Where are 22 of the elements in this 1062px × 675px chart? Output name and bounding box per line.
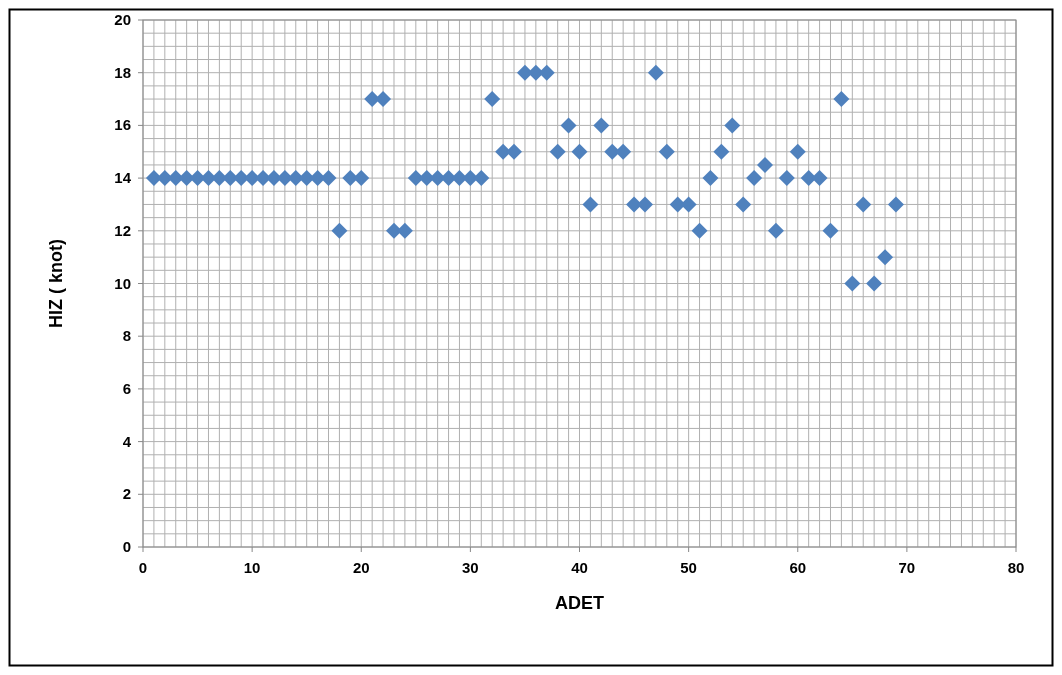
y-tick-label: 14 bbox=[114, 169, 132, 187]
y-tick-label: 6 bbox=[122, 379, 131, 397]
y-tick-label: 8 bbox=[122, 327, 131, 345]
x-tick-label: 10 bbox=[243, 559, 261, 576]
y-tick-label: 4 bbox=[122, 432, 132, 450]
x-tick-label: 50 bbox=[680, 559, 697, 576]
y-axis-title: HIZ ( knot) bbox=[46, 239, 66, 328]
x-axis-title: ADET bbox=[555, 593, 604, 613]
y-tick-label: 18 bbox=[114, 63, 131, 81]
x-tick-label: 60 bbox=[789, 559, 807, 576]
y-tick-label: 12 bbox=[114, 221, 131, 239]
x-tick-label: 40 bbox=[571, 559, 588, 576]
x-tick-label: 0 bbox=[138, 559, 148, 576]
x-tick-label: 30 bbox=[462, 559, 479, 576]
x-tick-label: 20 bbox=[352, 559, 370, 576]
y-tick-label: 16 bbox=[114, 116, 131, 134]
x-tick-label: 70 bbox=[898, 559, 916, 576]
x-tick-label: 80 bbox=[1007, 559, 1025, 576]
y-tick-label: 20 bbox=[114, 11, 131, 28]
y-tick-label: 2 bbox=[122, 485, 131, 503]
y-tick-label: 0 bbox=[122, 538, 131, 555]
y-tick-label: 10 bbox=[114, 274, 131, 292]
